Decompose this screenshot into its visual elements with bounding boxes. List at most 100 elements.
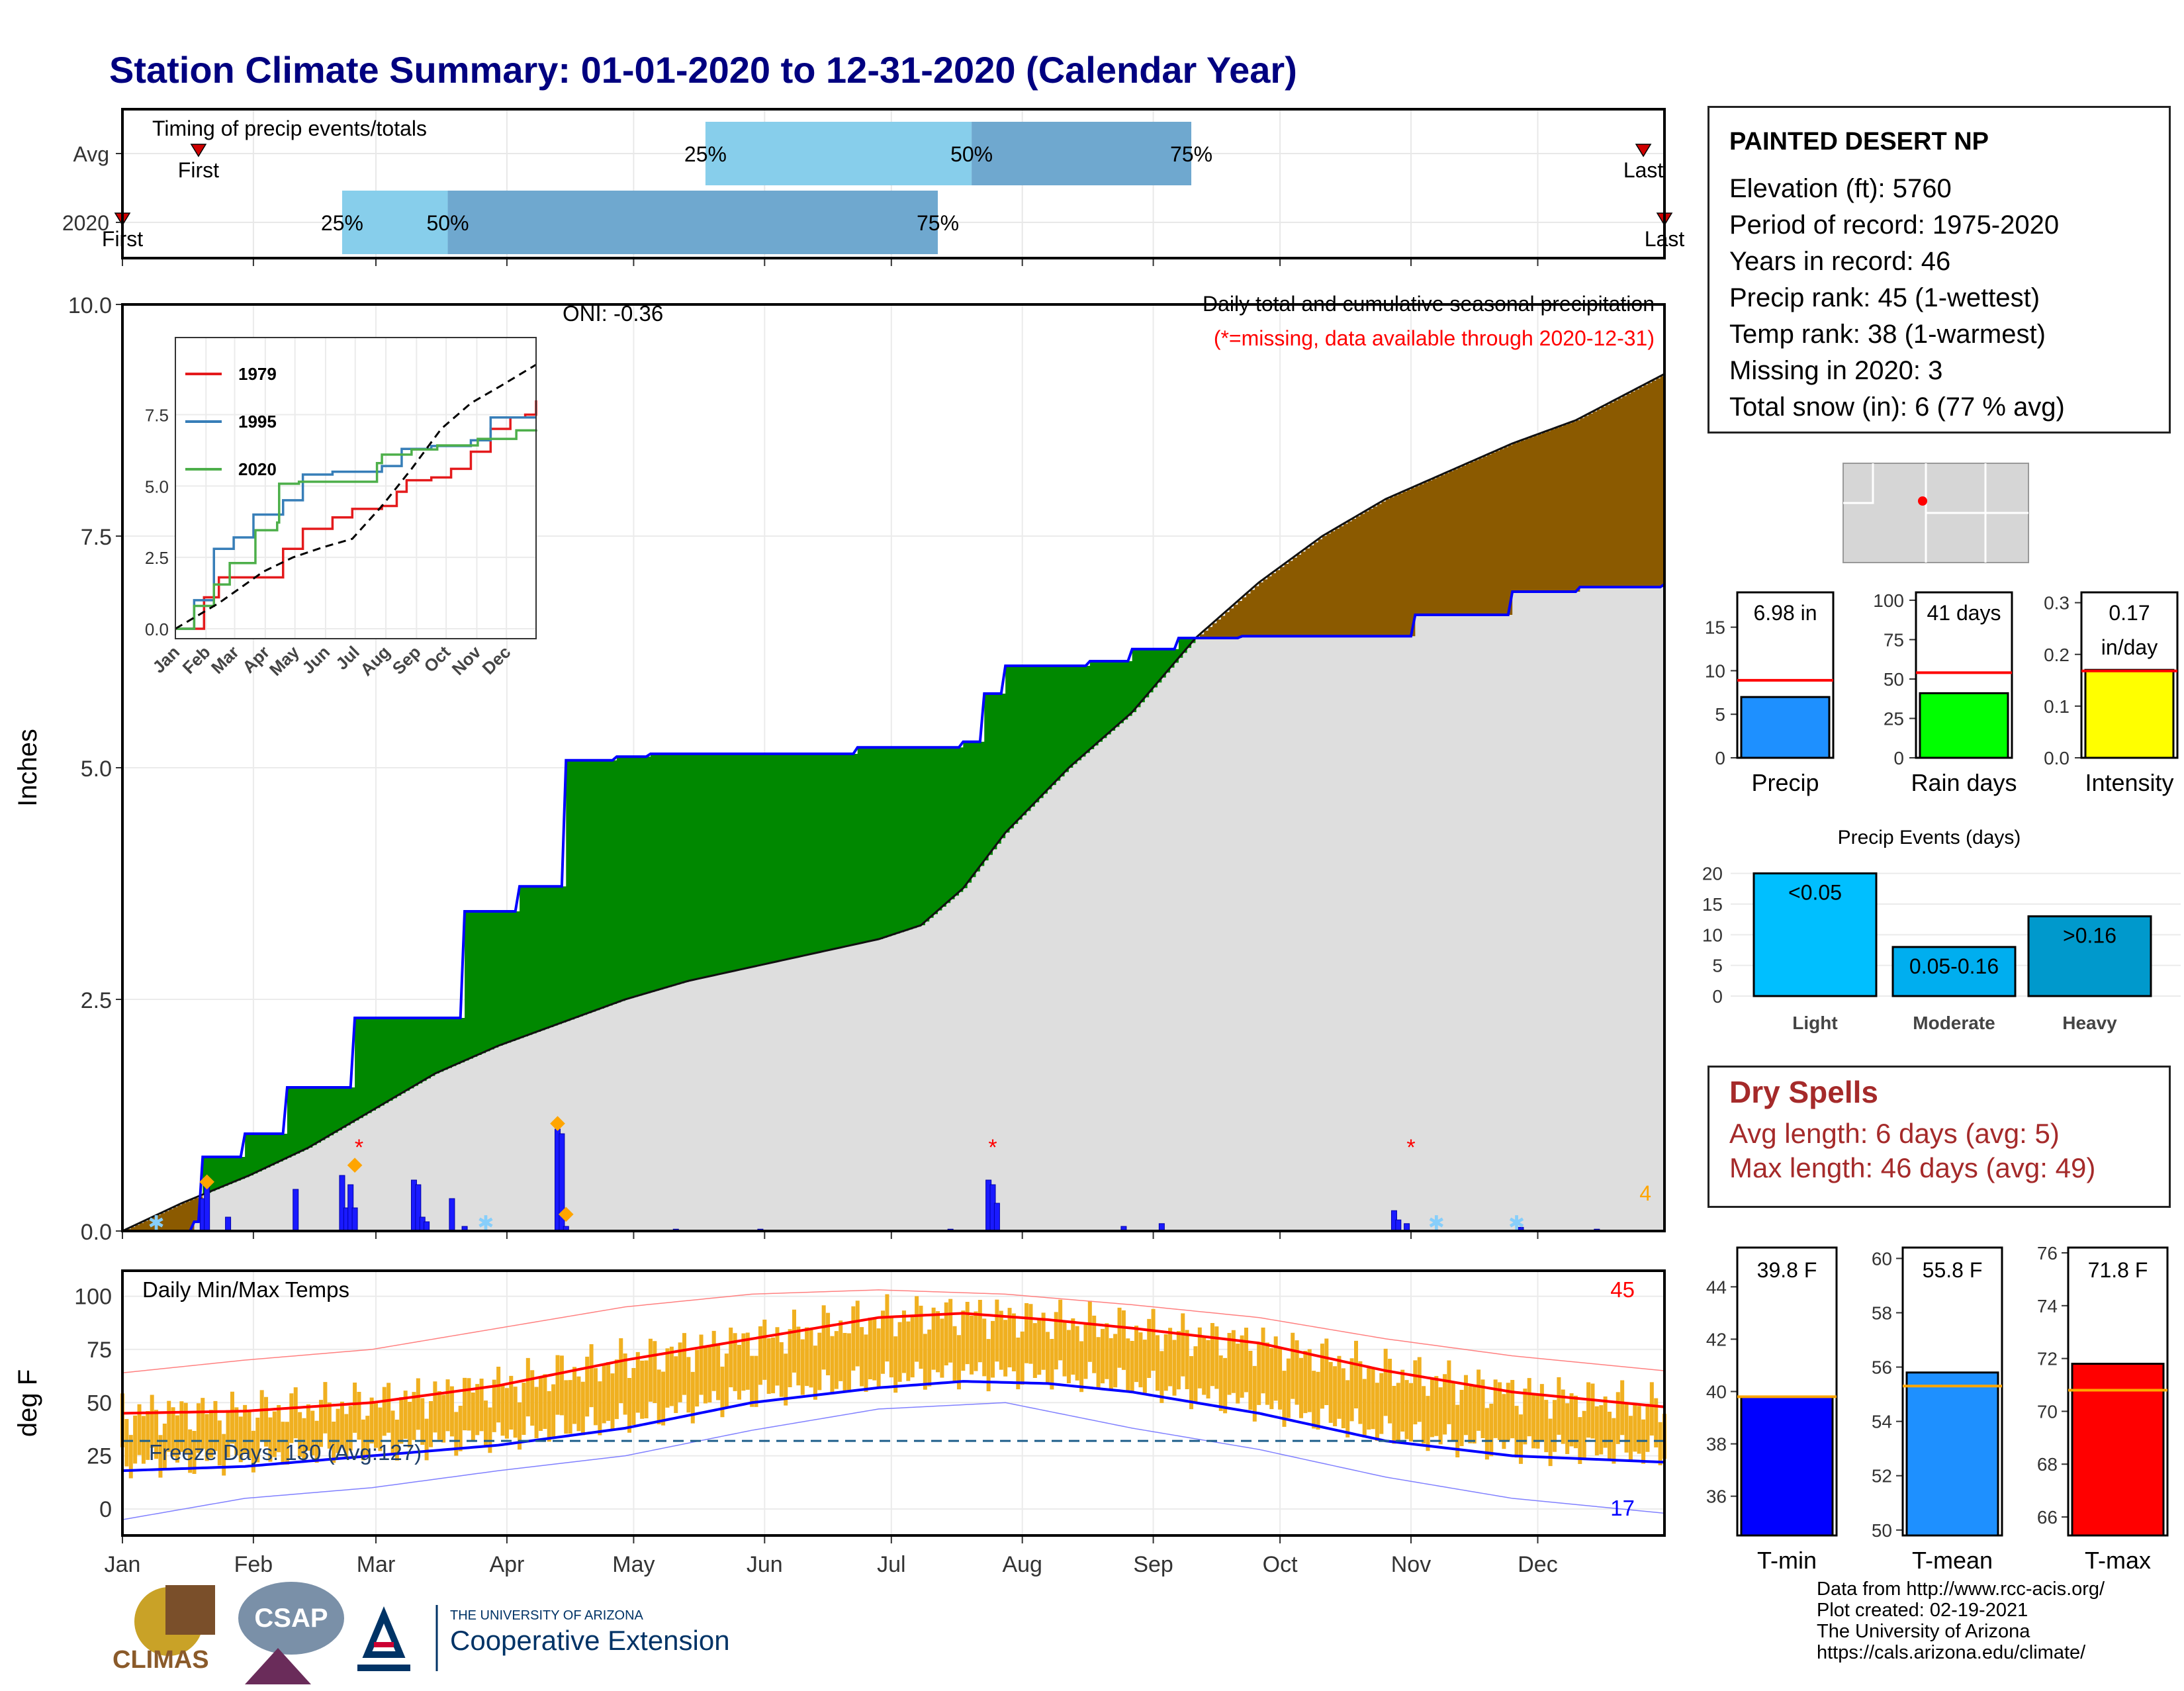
credit-data-source: Data from http://www.rcc-acis.org/	[1817, 1578, 2105, 1600]
summary-ytick-label: 15	[1705, 617, 1725, 638]
month-axis-label: Jan	[105, 1552, 141, 1577]
main-frame	[121, 303, 1666, 1232]
month-axis-label: Mar	[357, 1552, 396, 1577]
tbar-value-label: 55.8 F	[1923, 1258, 1983, 1282]
csap-logo-text: CSAP	[254, 1604, 328, 1633]
inset-legend-label: 2020	[238, 459, 277, 479]
daily-precip-bar	[351, 1207, 358, 1232]
main-ylabel: Inches	[13, 729, 42, 807]
station-missing: Missing in 2020: 3	[1729, 356, 1943, 385]
tbar-ytick-label: 38	[1706, 1434, 1727, 1455]
tbar-ytick-label: 66	[2037, 1507, 2058, 1528]
missing-day-mark: *	[355, 1135, 363, 1160]
csap-logo-mountain	[245, 1648, 311, 1684]
tbar-ytick-label: 50	[1872, 1520, 1892, 1541]
daily-precip-bar	[993, 1203, 1000, 1232]
summary-bar-name: Rain days	[1911, 769, 2017, 796]
summary-ytick-label: 0.3	[2044, 593, 2070, 614]
dry-spells-max: Max length: 46 days (avg: 49)	[1729, 1152, 2096, 1183]
csap-logo-cloud	[238, 1582, 344, 1655]
events-ytick-label: 10	[1702, 925, 1723, 945]
station-name: PAINTED DESERT NP	[1729, 128, 1989, 156]
inset-ytick-label: 2.5	[145, 548, 169, 568]
inset-ytick-label: 0.0	[145, 619, 169, 639]
freeze-days-label: Freeze Days: 130 (Avg:127)	[149, 1440, 422, 1465]
month-axis-label: Dec	[1518, 1552, 1557, 1577]
month-axis-label: Nov	[1391, 1552, 1431, 1577]
summary-ytick-label: 10	[1705, 661, 1725, 681]
tbar-bar	[1740, 1395, 1834, 1537]
events-bar-label: 0.05-0.16	[1909, 954, 1999, 978]
main-above-avg-area	[203, 638, 1196, 1195]
tbar-name: T-min	[1757, 1547, 1817, 1574]
record-min-line	[122, 1402, 1665, 1520]
credit-plot-created: Plot created: 02-19-2021	[1817, 1600, 2028, 1621]
events-ytick-label: 5	[1712, 956, 1723, 976]
summary-ytick-label: 50	[1884, 669, 1904, 690]
month-axis-label: Aug	[1002, 1552, 1042, 1577]
timing-p75-label: 75%	[1170, 142, 1212, 166]
events-bar-label: <0.05	[1788, 881, 1842, 905]
tbar-name: T-max	[2085, 1547, 2151, 1574]
main-ytick-label: 2.5	[81, 988, 112, 1013]
tbar-ytick-label: 44	[1706, 1277, 1727, 1297]
missing-day-mark: *	[1406, 1135, 1415, 1160]
temperature-panel: 0 25 50 75 100 Freeze Days: 130 (Avg:127) Dail…	[13, 1269, 1666, 1577]
events-category-label: Light	[1792, 1013, 1837, 1033]
timing-bar-50-75	[447, 191, 938, 254]
avg-tmax-line	[122, 1312, 1665, 1415]
main-panel-subtitle: (*=missing, data available through 2020-…	[1214, 326, 1655, 350]
timing-p75-label: 75%	[917, 211, 959, 235]
avg-cumulative-line	[122, 373, 1665, 1232]
temp-ytick-label: 50	[87, 1391, 112, 1416]
inset-cumulative-panel: 0.02.55.07.5197919952020JanFebMarAprMayJ…	[145, 337, 537, 680]
summary-value-label: 0.17	[2109, 601, 2150, 625]
tbar-value-label: 39.8 F	[1757, 1258, 1817, 1282]
inset-series-line	[175, 400, 537, 630]
timing-frame	[121, 108, 1666, 259]
temp-ytick-label: 100	[74, 1285, 112, 1310]
tbar-ytick-label: 52	[1872, 1466, 1892, 1486]
timing-last-marker	[1635, 144, 1652, 158]
credits: Data from http://www.rcc-acis.org/ Plot …	[1817, 1578, 2105, 1663]
map-state-borders	[1843, 463, 2028, 563]
hot-count-label: 45	[1610, 1277, 1635, 1302]
events-bar	[1891, 946, 2017, 997]
logos: CLIMAS CSAP THE UNIVERSITY OF ARIZONA Coope…	[113, 1582, 730, 1684]
summary-ytick-label: 75	[1884, 629, 1904, 650]
temp-ytick-label: 75	[87, 1338, 112, 1363]
events-ytick-label: 15	[1702, 894, 1723, 915]
station-info-panel: PAINTED DESERT NP Elevation (ft): 5760 P…	[1707, 106, 2171, 434]
temp-ylabel: deg F	[13, 1369, 42, 1437]
month-axis-label: Apr	[489, 1552, 524, 1577]
timing-p25-label: 25%	[321, 211, 363, 235]
cumulative-2020-line	[122, 583, 1666, 1232]
daily-precip-bar	[449, 1198, 455, 1232]
main-base-area	[122, 584, 1664, 1231]
summary-ytick-label: 0.2	[2044, 645, 2070, 665]
timing-bar-25-50	[341, 191, 448, 254]
station-snow: Total snow (in): 6 (77 % avg)	[1729, 392, 2065, 422]
timing-p25-label: 25%	[684, 142, 727, 166]
month-axis-label: Sep	[1133, 1552, 1173, 1577]
climas-logo-block	[165, 1585, 215, 1635]
month-axis-label: Oct	[1263, 1552, 1298, 1577]
dry-spells-title: Dry Spells	[1729, 1075, 1878, 1109]
temp-frame	[121, 1269, 1666, 1537]
month-axis-label: Feb	[234, 1552, 273, 1577]
snow-event-diamond	[558, 1207, 574, 1222]
month-axis-label: May	[612, 1552, 655, 1577]
summary-bar	[1919, 692, 2009, 759]
summary-ytick-label: 0	[1715, 748, 1725, 768]
tbar-ytick-label: 76	[2037, 1243, 2058, 1263]
ua-logo-extension: Cooperative Extension	[450, 1625, 730, 1656]
timing-first-label: First	[178, 158, 219, 182]
summary-bar-name: Precip	[1751, 769, 1819, 796]
locator-map	[1843, 463, 2029, 563]
credit-url: https://cals.arizona.edu/climate/	[1817, 1642, 2086, 1663]
inset-legend-label: 1995	[238, 412, 277, 432]
summary-ytick-label: 25	[1884, 708, 1904, 729]
events-ytick-label: 20	[1702, 864, 1723, 884]
daily-temp-range-bars	[120, 1294, 1666, 1479]
dry-spells-panel: Dry Spells Avg length: 6 days (avg: 5) M…	[1707, 1066, 2171, 1208]
